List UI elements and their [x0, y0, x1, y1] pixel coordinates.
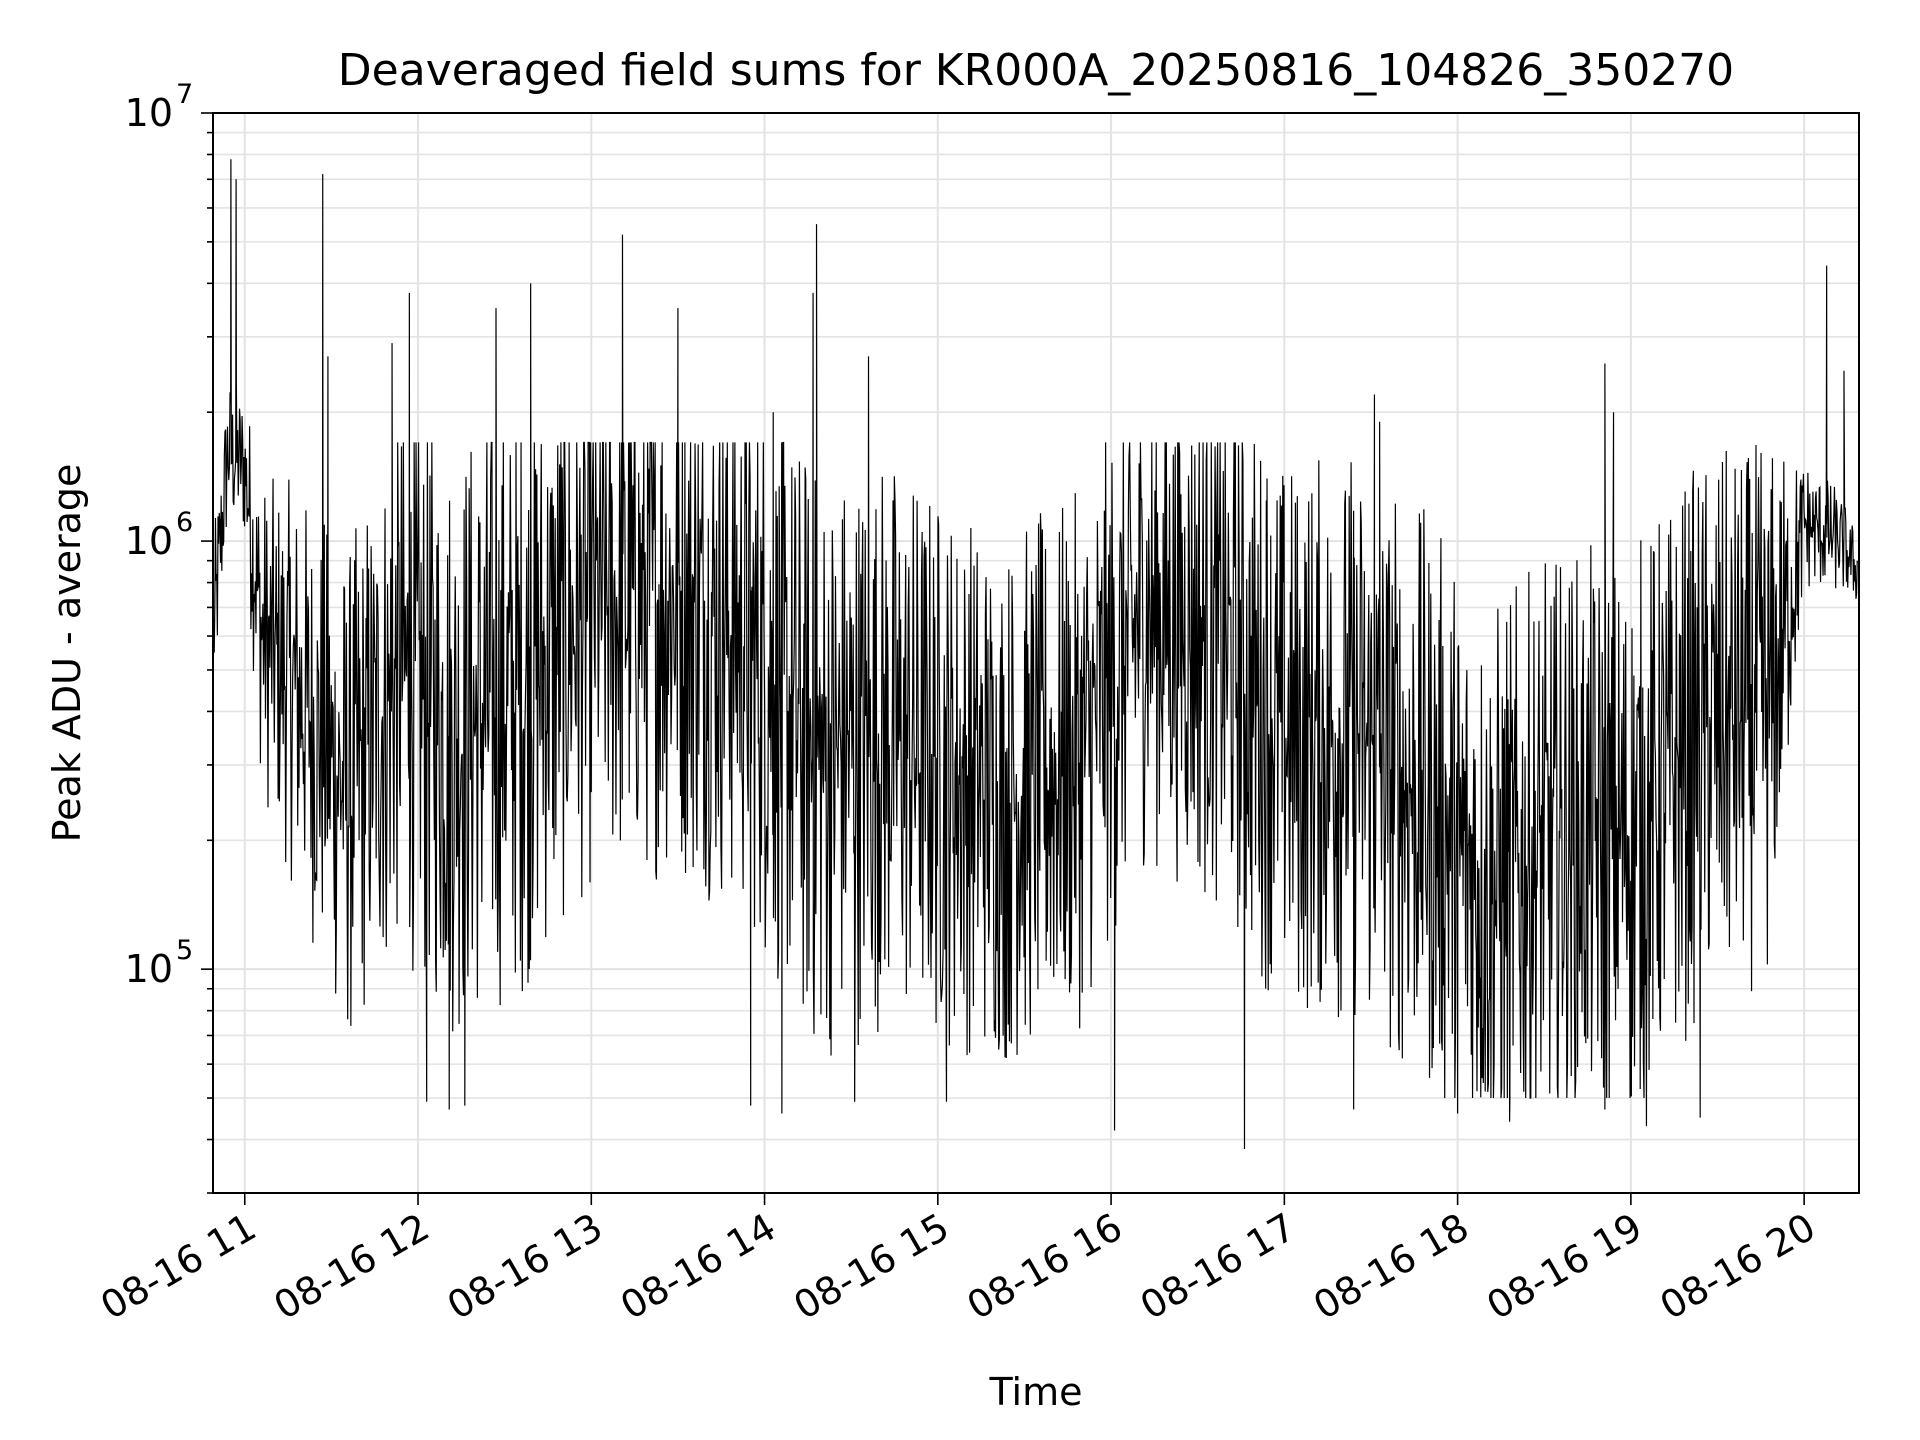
y-tick-exponent: 5 — [176, 935, 193, 966]
y-tick-base: 10 — [125, 519, 173, 563]
y-tick-label: 10 — [125, 519, 173, 563]
y-axis-label: Peak ADU - average — [45, 464, 89, 843]
y-tick-exponent: 6 — [176, 507, 193, 538]
chart-title: Deaveraged field sums for KR000A_2025081… — [338, 45, 1734, 96]
y-tick-exponent: 7 — [176, 79, 193, 110]
y-tick-label: 10 — [125, 91, 173, 135]
y-tick-base: 10 — [125, 91, 173, 135]
y-tick-label: 10 — [125, 947, 173, 991]
series-line — [213, 159, 1859, 1150]
plot-area — [213, 159, 1859, 1150]
y-tick-base: 10 — [125, 947, 173, 991]
x-axis-label: Time — [989, 1370, 1083, 1414]
plot-frame — [212, 112, 1860, 1194]
